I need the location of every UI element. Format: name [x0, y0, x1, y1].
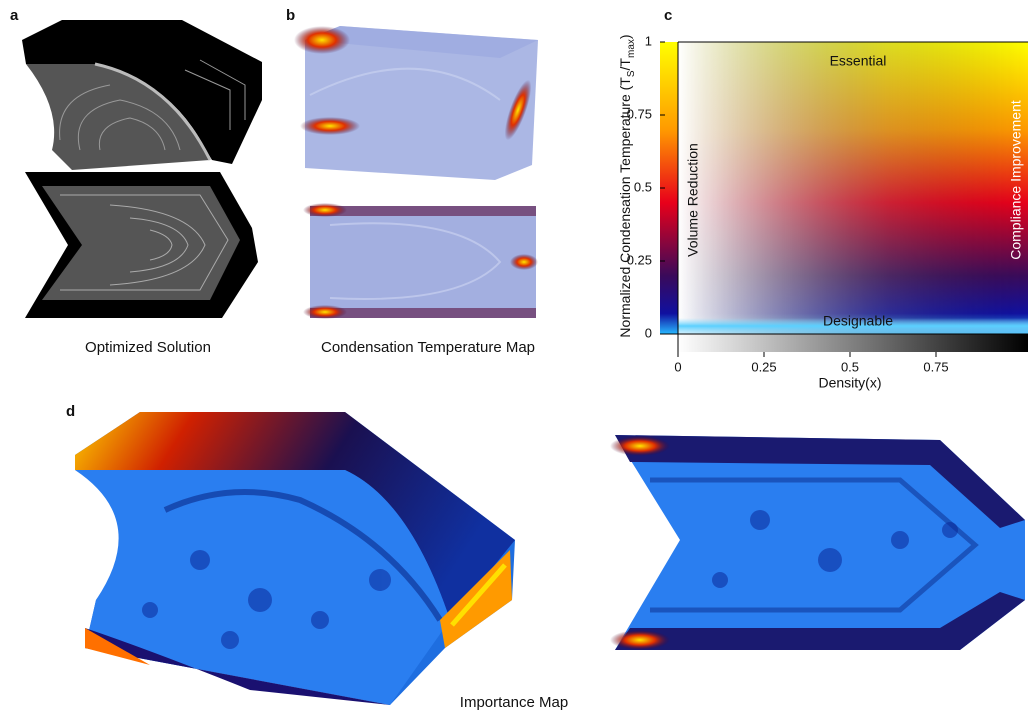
- region-label: Volume Reduction: [685, 143, 701, 257]
- label-part: /T: [617, 58, 633, 71]
- x-tick-label: 0.5: [841, 359, 859, 374]
- panel-letter: a: [10, 7, 19, 24]
- importance-map-2d: [610, 435, 1025, 650]
- x-tick-label: 0: [674, 359, 681, 374]
- y-tick-label: 0.5: [634, 179, 652, 194]
- figure: a Optimized Solution b: [0, 0, 1028, 715]
- region-label: Essential: [830, 53, 887, 69]
- condensation-map-3d: [294, 26, 538, 180]
- x-axis-label: Density(x): [818, 375, 881, 391]
- x-tick-label: 0.75: [923, 359, 948, 374]
- x-tick-label: 0.25: [751, 359, 776, 374]
- y-tick-label: 1: [645, 33, 652, 48]
- importance-map-3d: [75, 412, 515, 705]
- caption: Optimized Solution: [85, 339, 211, 356]
- panel-letter: d: [66, 403, 75, 420]
- region-label: Compliance Improvement: [1008, 100, 1024, 260]
- label-part: ): [617, 34, 633, 39]
- optimized-solution-3d: [22, 20, 262, 170]
- color-legend: [660, 42, 1028, 352]
- label-part: Normalized Condensation Temperature (T: [617, 77, 633, 338]
- caption: Condensation Temperature Map: [321, 339, 535, 356]
- condensation-map-2d: [303, 203, 538, 319]
- caption: Importance Map: [460, 694, 568, 711]
- panel-letter: c: [664, 7, 672, 24]
- panel-letter: b: [286, 7, 295, 24]
- label-part: max: [626, 39, 637, 58]
- optimized-solution-2d: [25, 172, 258, 318]
- y-tick-label: 0: [645, 325, 652, 340]
- region-label: Designable: [823, 313, 893, 329]
